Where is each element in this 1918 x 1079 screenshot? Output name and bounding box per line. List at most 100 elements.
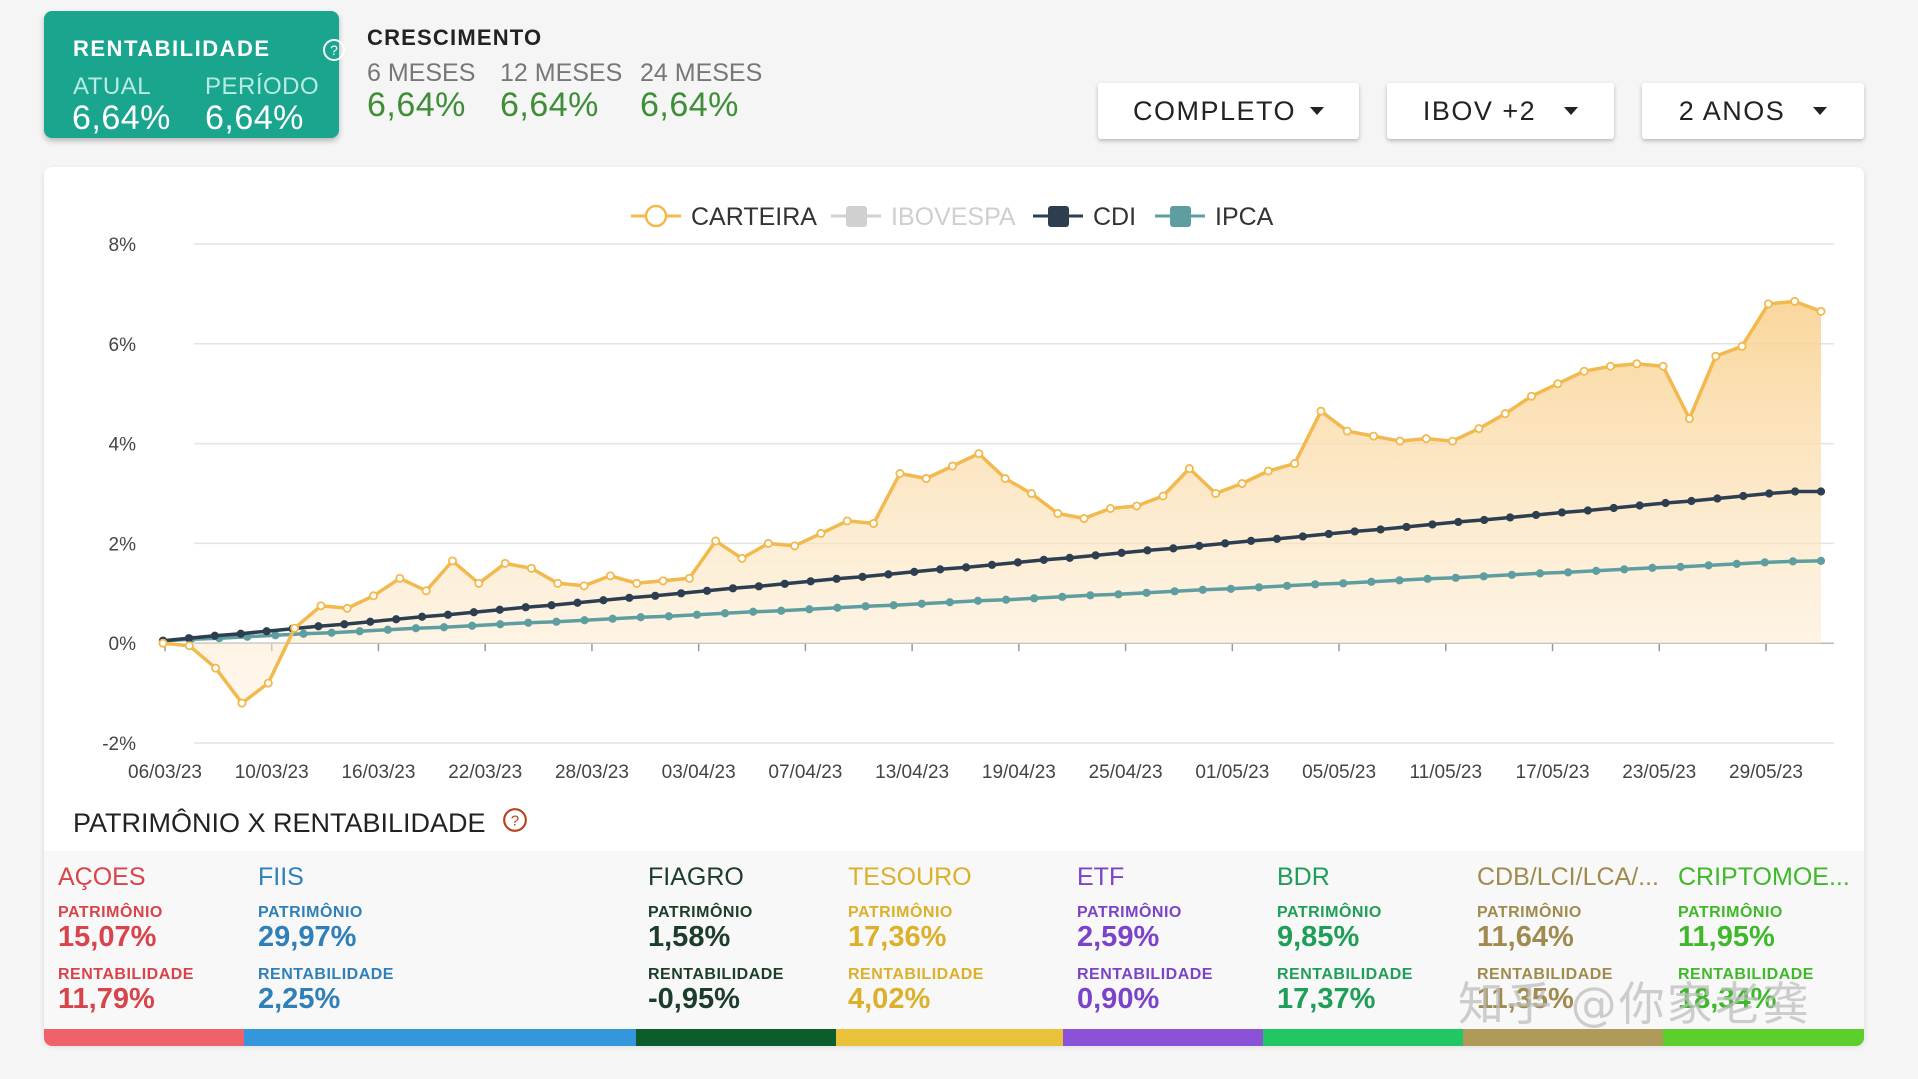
data-point-ipca xyxy=(1058,592,1067,601)
benchmark-dropdown[interactable]: IBOV +2 xyxy=(1387,83,1614,139)
data-point-carteira xyxy=(316,601,326,611)
x-tick-label: 10/03/23 xyxy=(235,762,309,783)
data-point-cdi xyxy=(651,591,660,600)
x-tick-label: 06/03/23 xyxy=(128,762,202,783)
asset-name: CRIPTOMOE... xyxy=(1678,863,1850,891)
data-point-ipca xyxy=(355,627,364,636)
data-point-cdi xyxy=(495,605,504,614)
data-point-carteira xyxy=(711,536,721,546)
allocation-bar-segment xyxy=(636,1029,836,1046)
data-point-carteira xyxy=(1553,379,1563,389)
data-point-ipca xyxy=(636,613,645,622)
data-point-carteira xyxy=(1474,424,1484,434)
data-point-ipca xyxy=(973,596,983,605)
crescimento-title: CRESCIMENTO xyxy=(367,25,543,50)
data-point-cdi xyxy=(366,617,375,626)
data-point-carteira xyxy=(1263,466,1273,476)
data-point-carteira xyxy=(632,578,642,588)
data-point-cdi xyxy=(1816,487,1826,496)
rentabilidade-label: RENTABILIDADE xyxy=(1477,966,1613,983)
data-point-carteira xyxy=(1500,409,1510,419)
period-dropdown[interactable]: 2 ANOS xyxy=(1642,83,1864,139)
patrimonio-value: 17,36% xyxy=(848,921,947,953)
data-point-carteira xyxy=(263,678,273,688)
data-point-ipca xyxy=(945,598,954,607)
data-point-cdi xyxy=(1246,536,1256,546)
data-point-carteira xyxy=(842,516,852,526)
help-icon[interactable]: ? xyxy=(502,807,528,840)
y-tick-label: 8% xyxy=(109,235,137,256)
asset-name: TESOURO xyxy=(848,863,972,891)
data-point-ipca xyxy=(552,617,561,626)
data-point-carteira xyxy=(474,578,484,588)
data-point-carteira xyxy=(1632,359,1642,369)
data-point-cdi xyxy=(1480,515,1489,525)
data-point-ipca xyxy=(1648,563,1657,572)
data-point-ipca xyxy=(1142,588,1151,597)
asset-column[interactable]: TESOURO PATRIMÔNIO 17,36% RENTABILIDADE 4,02… xyxy=(834,851,1063,1046)
data-point-cdi xyxy=(210,631,219,640)
allocation-bar-segment xyxy=(1063,1029,1263,1046)
data-point-cdi xyxy=(236,629,245,638)
data-point-ipca xyxy=(580,616,589,625)
asset-column[interactable]: ETF PATRIMÔNIO 2,59% RENTABILIDADE 0,90% xyxy=(1063,851,1263,1046)
patrimonio-label: PATRIMÔNIO xyxy=(1277,904,1382,921)
data-point-cdi xyxy=(1402,522,1411,532)
data-point-ipca xyxy=(1760,558,1769,567)
data-point-cdi xyxy=(1195,541,1204,550)
asset-column[interactable]: BDR PATRIMÔNIO 9,85% RENTABILIDADE 17,37% xyxy=(1263,851,1463,1046)
data-point-ipca xyxy=(1507,570,1516,579)
asset-name: BDR xyxy=(1277,863,1330,891)
rentabilidade-label: RENTABILIDADE xyxy=(1678,966,1814,983)
x-tick-label: 28/03/23 xyxy=(555,762,629,783)
crescimento-6m-value: 6,64% xyxy=(367,86,466,124)
rentabilidade-label: RENTABILIDADE xyxy=(58,966,194,983)
data-point-cdi xyxy=(1065,553,1074,562)
data-point-carteira xyxy=(184,641,194,651)
rentabilidade-label: RENTABILIDADE xyxy=(848,966,984,983)
data-point-cdi xyxy=(184,634,194,643)
data-point-carteira xyxy=(1448,436,1458,446)
data-point-ipca xyxy=(1732,559,1741,568)
data-point-ipca xyxy=(468,621,477,630)
asset-column[interactable]: CRIPTOMOE... PATRIMÔNIO 11,95% RENTABILIDAD… xyxy=(1664,851,1864,1046)
carteira-area xyxy=(163,301,1821,704)
asset-column[interactable]: FIIS PATRIMÔNIO 29,97% RENTABILIDADE 2,25% xyxy=(244,851,634,1046)
legend-label-ibovespa: IBOVESPA xyxy=(891,203,1016,231)
line-chart: 8% 6% 4% 2% 0% -2% 06/03/23 10/03/23 16/03/23 22/… xyxy=(102,203,1834,783)
data-point-carteira xyxy=(895,469,905,479)
benchmark-dropdown-label: IBOV +2 xyxy=(1422,95,1537,126)
data-point-ipca xyxy=(1620,565,1629,574)
period-dropdown-label: 2 ANOS xyxy=(1678,95,1786,126)
data-point-carteira xyxy=(763,538,773,548)
data-point-ipca xyxy=(833,603,842,612)
data-point-cdi xyxy=(1117,548,1126,557)
data-point-cdi xyxy=(1557,508,1567,517)
data-point-cdi xyxy=(1506,513,1515,522)
data-point-cdi xyxy=(1739,491,1748,501)
data-point-ipca xyxy=(1423,574,1432,583)
help-icon[interactable]: ? xyxy=(322,38,346,67)
data-point-cdi xyxy=(728,584,738,593)
x-tick-label: 13/04/23 xyxy=(875,762,949,783)
data-point-carteira xyxy=(1211,488,1221,498)
data-point-cdi xyxy=(599,596,608,605)
data-point-carteira xyxy=(1684,414,1694,424)
crescimento-24m-value: 6,64% xyxy=(640,86,739,124)
data-point-cdi xyxy=(262,627,271,636)
mode-dropdown[interactable]: COMPLETO xyxy=(1098,83,1359,139)
data-point-ipca xyxy=(692,610,702,619)
data-point-cdi xyxy=(443,610,453,619)
asset-column[interactable]: AÇOES PATRIMÔNIO 15,07% RENTABILIDADE 11,79% xyxy=(44,851,244,1046)
data-point-carteira xyxy=(1711,351,1721,361)
data-point-cdi xyxy=(677,589,686,598)
x-tick-label: 11/05/23 xyxy=(1410,762,1483,783)
data-point-cdi xyxy=(884,570,893,579)
x-tick-label: 25/04/23 xyxy=(1089,762,1163,783)
allocation-bar-segment xyxy=(244,1029,636,1046)
asset-column[interactable]: FIAGRO PATRIMÔNIO 1,58% RENTABILIDADE -0,95% xyxy=(634,851,834,1046)
data-point-cdi xyxy=(573,598,582,607)
asset-column[interactable]: CDB/LCI/LCA/... PATRIMÔNIO 11,64% RENTABILI… xyxy=(1463,851,1664,1046)
data-point-cdi xyxy=(1350,527,1359,536)
patrimonio-value: 9,85% xyxy=(1277,921,1360,953)
